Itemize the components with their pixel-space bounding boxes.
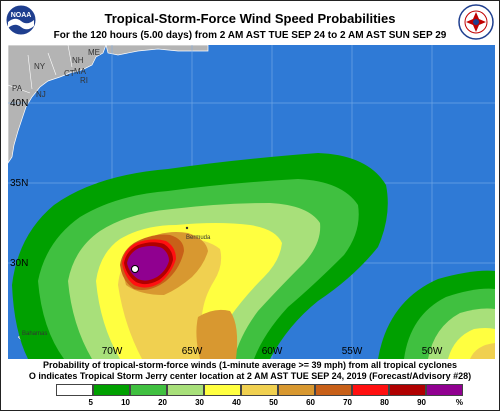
caption-line-2: O indicates Tropical Storm Jerry center … bbox=[28, 371, 472, 381]
legend-swatch bbox=[389, 384, 426, 396]
noaa-logo: NOAA bbox=[5, 4, 37, 36]
land-canada bbox=[105, 45, 209, 56]
lat-label-40n: 40N bbox=[10, 98, 28, 109]
map-subtitle: For the 120 hours (5.00 days) from 2 AM … bbox=[53, 30, 447, 41]
legend-label: 50 bbox=[269, 398, 278, 407]
lat-label-30n: 30N bbox=[10, 258, 28, 269]
legend-swatch bbox=[56, 384, 93, 396]
place-label-me: ME bbox=[88, 48, 100, 57]
legend-label: 20 bbox=[158, 398, 167, 407]
place-label-ny: NY bbox=[34, 62, 46, 71]
legend-swatch bbox=[93, 384, 130, 396]
legend-swatch bbox=[130, 384, 167, 396]
prob-50-60-south bbox=[196, 309, 238, 359]
legend-label: 10 bbox=[121, 398, 130, 407]
nws-logo bbox=[458, 4, 494, 40]
place-label-nj: NJ bbox=[36, 90, 46, 99]
lon-label-70w: 70W bbox=[102, 346, 123, 357]
lat-label-35n: 35N bbox=[10, 178, 28, 189]
legend-label: 5 bbox=[88, 398, 93, 407]
legend-swatch bbox=[315, 384, 352, 396]
lon-label-50w: 50W bbox=[422, 346, 443, 357]
place-label-ct: CT bbox=[64, 69, 75, 78]
caption-line-1: Probability of tropical-storm-force wind… bbox=[42, 360, 458, 370]
prob-east-50 bbox=[470, 343, 495, 359]
probability-map: ME NH MA CT RI NY PA NJ Bermuda Bahamas … bbox=[8, 45, 495, 359]
legend-swatch bbox=[278, 384, 315, 396]
storm-center-marker bbox=[131, 265, 139, 273]
lon-label-60w: 60W bbox=[262, 346, 283, 357]
place-label-ri: RI bbox=[80, 76, 88, 85]
place-label-bermuda: Bermuda bbox=[186, 235, 211, 241]
legend-label: 30 bbox=[195, 398, 204, 407]
legend-label: 70 bbox=[343, 398, 352, 407]
legend-label: 90 bbox=[417, 398, 426, 407]
place-label-nh: NH bbox=[72, 56, 84, 65]
legend-swatch bbox=[204, 384, 241, 396]
place-label-ma: MA bbox=[74, 67, 87, 76]
place-label-bahamas: Bahamas bbox=[22, 331, 47, 337]
bermuda-dot bbox=[185, 226, 189, 230]
svg-text:NOAA: NOAA bbox=[11, 12, 32, 19]
land-northeast-us bbox=[8, 45, 107, 164]
legend-swatch bbox=[352, 384, 389, 396]
legend-label: 40 bbox=[232, 398, 241, 407]
place-label-pa: PA bbox=[12, 84, 23, 93]
legend-swatch bbox=[241, 384, 278, 396]
legend-label: % bbox=[455, 398, 463, 407]
lon-label-55w: 55W bbox=[342, 346, 363, 357]
legend-swatch bbox=[167, 384, 204, 396]
legend-label: 80 bbox=[380, 398, 389, 407]
lon-label-65w: 65W bbox=[182, 346, 203, 357]
legend-swatch bbox=[426, 384, 463, 396]
map-title: Tropical-Storm-Force Wind Speed Probabil… bbox=[104, 11, 396, 26]
legend-label: 60 bbox=[306, 398, 315, 407]
